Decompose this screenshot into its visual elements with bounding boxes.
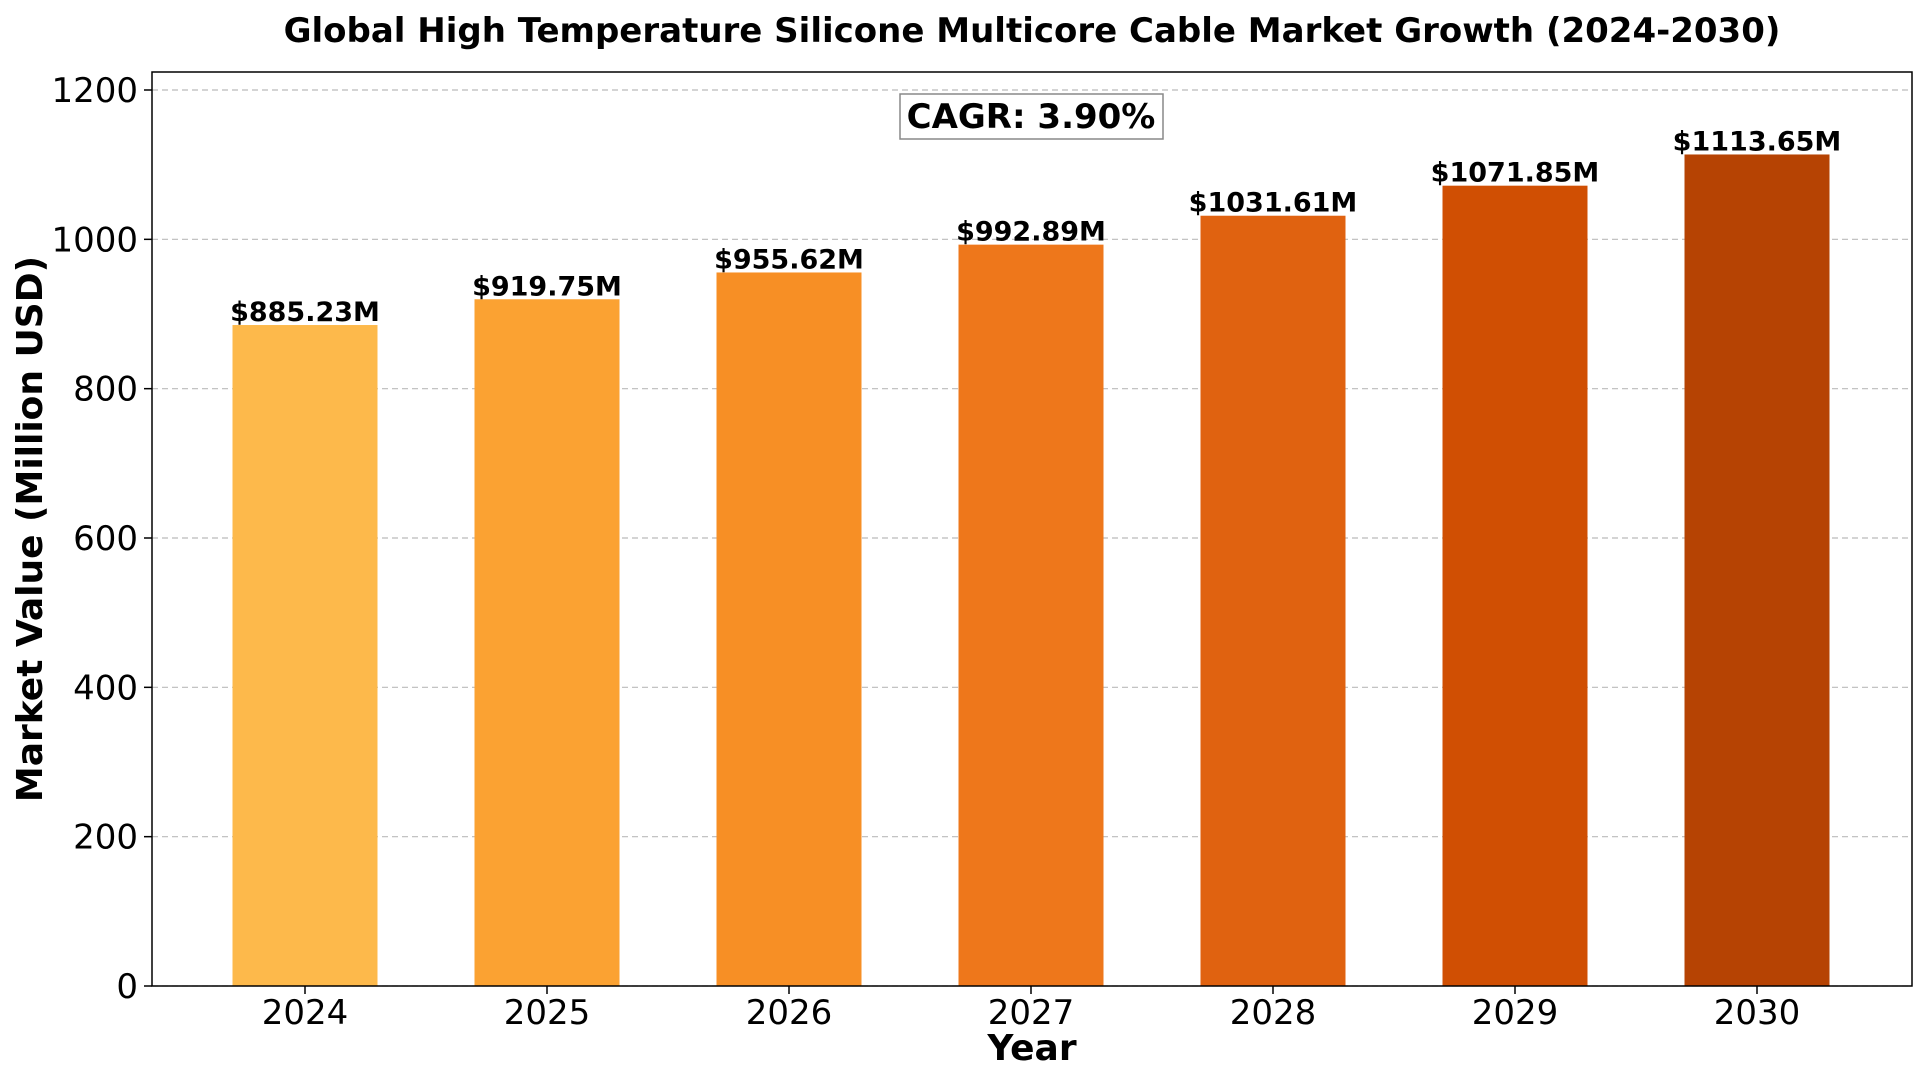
x-axis-ticks: 2024 2025 2026 2027 2028 2029 2030	[262, 986, 1801, 1033]
cagr-annotation-text: CAGR: 3.90%	[907, 97, 1156, 137]
cagr-annotation: CAGR: 3.90%	[899, 93, 1164, 140]
bar-2024	[232, 325, 378, 986]
x-tick-label: 2027	[988, 993, 1075, 1033]
bar-value-label: $955.62M	[714, 244, 864, 275]
bar-2027	[958, 244, 1104, 986]
bar-2025	[474, 299, 620, 987]
x-axis-label: Year	[986, 1028, 1076, 1069]
y-tick-label: 400	[73, 668, 138, 708]
bar-2030	[1684, 154, 1830, 986]
x-tick-label: 2026	[746, 993, 833, 1033]
y-tick-label: 0	[116, 967, 138, 1007]
bar-value-label: $1071.85M	[1431, 158, 1600, 189]
bars	[232, 154, 1830, 987]
bar-2028	[1200, 215, 1346, 986]
chart-title: Global High Temperature Silicone Multico…	[284, 11, 1781, 51]
y-tick-label: 1200	[51, 71, 138, 111]
x-tick-label: 2029	[1472, 993, 1559, 1033]
bar-value-label: $885.23M	[230, 297, 380, 328]
bar-value-label: $919.75M	[472, 271, 622, 302]
y-tick-label: 600	[73, 519, 138, 559]
y-axis-ticks: 0 200 400 600 800 1000 1200	[51, 71, 152, 1007]
cagr-annotation-box	[899, 93, 1164, 140]
plot-area-frame	[151, 71, 1913, 987]
bar-2029	[1442, 185, 1588, 987]
x-tick-label: 2028	[1230, 993, 1317, 1033]
x-tick-label: 2025	[504, 993, 591, 1033]
y-tick-label: 200	[73, 818, 138, 858]
data-labels: $885.23M $919.75M $955.62M $992.89M $1031.61…	[230, 126, 1841, 328]
bar-value-label: $1031.61M	[1189, 188, 1358, 219]
y-tick-label: 1000	[51, 220, 138, 260]
bar-2026	[716, 272, 862, 986]
bar-value-label: $1113.65M	[1673, 126, 1842, 157]
y-tick-label: 800	[73, 370, 138, 410]
y-axis-label: Market Value (Million USD)	[10, 256, 51, 802]
x-tick-label: 2030	[1714, 993, 1801, 1033]
x-tick-label: 2024	[262, 993, 349, 1033]
bar-value-label: $992.89M	[956, 217, 1106, 248]
